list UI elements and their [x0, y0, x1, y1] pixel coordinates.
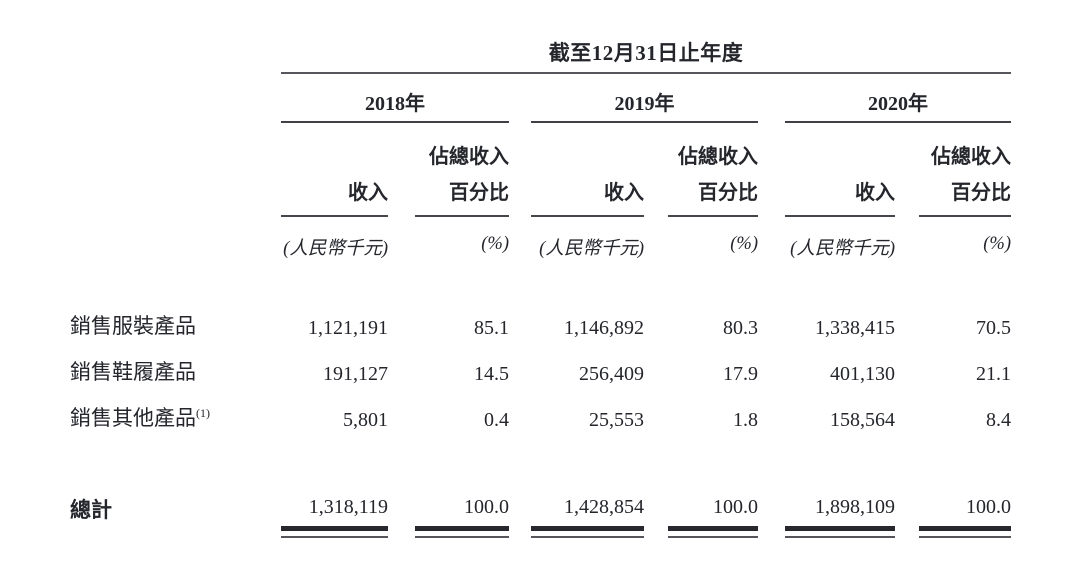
- total-value: 100.0: [415, 478, 509, 538]
- cell-value: 1,146,892: [564, 317, 644, 339]
- col-header-percentage: 百分比: [415, 172, 509, 217]
- cell-value: 158,564: [830, 409, 895, 431]
- cell-value: 401,130: [830, 363, 895, 385]
- col-header-share-of-revenue: 佔總收入: [678, 146, 758, 168]
- cell-value: 25,553: [589, 409, 644, 431]
- year-header-2019: 2019年: [531, 74, 758, 123]
- total-value: 100.0: [668, 478, 758, 538]
- unit-label-rmb: (人民幣千元): [539, 239, 644, 259]
- cell-value: 1,121,191: [308, 317, 388, 339]
- unit-label-percent: (%): [481, 234, 509, 254]
- revenue-breakdown-table: 截至12月31日止年度 2018年 2019年 2020年 佔總收入 佔總收入 …: [70, 30, 1011, 538]
- total-value: 1,898,109: [785, 478, 895, 538]
- year-header-2020: 2020年: [785, 74, 1011, 123]
- cell-value: 191,127: [323, 363, 388, 385]
- col-header-revenue: 收入: [281, 172, 388, 217]
- cell-value: 1.8: [733, 409, 758, 431]
- cell-value: 5,801: [343, 409, 388, 431]
- col-header-percentage: 百分比: [919, 172, 1011, 217]
- col-header-revenue: 收入: [785, 172, 895, 217]
- total-value: 1,428,854: [531, 478, 644, 538]
- cell-value: 8.4: [986, 409, 1011, 431]
- cell-value: 1,338,415: [815, 317, 895, 339]
- row-label-footwear: 銷售鞋履產品: [70, 360, 196, 384]
- total-label: 總計: [70, 498, 112, 522]
- cell-value: 14.5: [474, 363, 509, 385]
- cell-value: 85.1: [474, 317, 509, 339]
- col-header-share-of-revenue: 佔總收入: [429, 146, 509, 168]
- cell-value: 256,409: [579, 363, 644, 385]
- cell-value: 0.4: [484, 409, 509, 431]
- unit-label-rmb: (人民幣千元): [283, 239, 388, 259]
- total-value: 1,318,119: [281, 478, 388, 538]
- col-header-share-of-revenue: 佔總收入: [931, 146, 1011, 168]
- col-header-revenue: 收入: [531, 172, 644, 217]
- col-header-percentage: 百分比: [668, 172, 758, 217]
- row-label-other: 銷售其他產品(1): [70, 406, 210, 430]
- unit-label-rmb: (人民幣千元): [790, 239, 895, 259]
- row-label-apparel: 銷售服裝產品: [70, 314, 196, 338]
- cell-value: 70.5: [976, 317, 1011, 339]
- unit-label-percent: (%): [730, 234, 758, 254]
- cell-value: 80.3: [723, 317, 758, 339]
- footnote-marker: (1): [196, 406, 210, 420]
- cell-value: 17.9: [723, 363, 758, 385]
- total-value: 100.0: [919, 478, 1011, 538]
- table-title: 截至12月31日止年度: [281, 30, 1011, 74]
- cell-value: 21.1: [976, 363, 1011, 385]
- year-header-2018: 2018年: [281, 74, 509, 123]
- unit-label-percent: (%): [983, 234, 1011, 254]
